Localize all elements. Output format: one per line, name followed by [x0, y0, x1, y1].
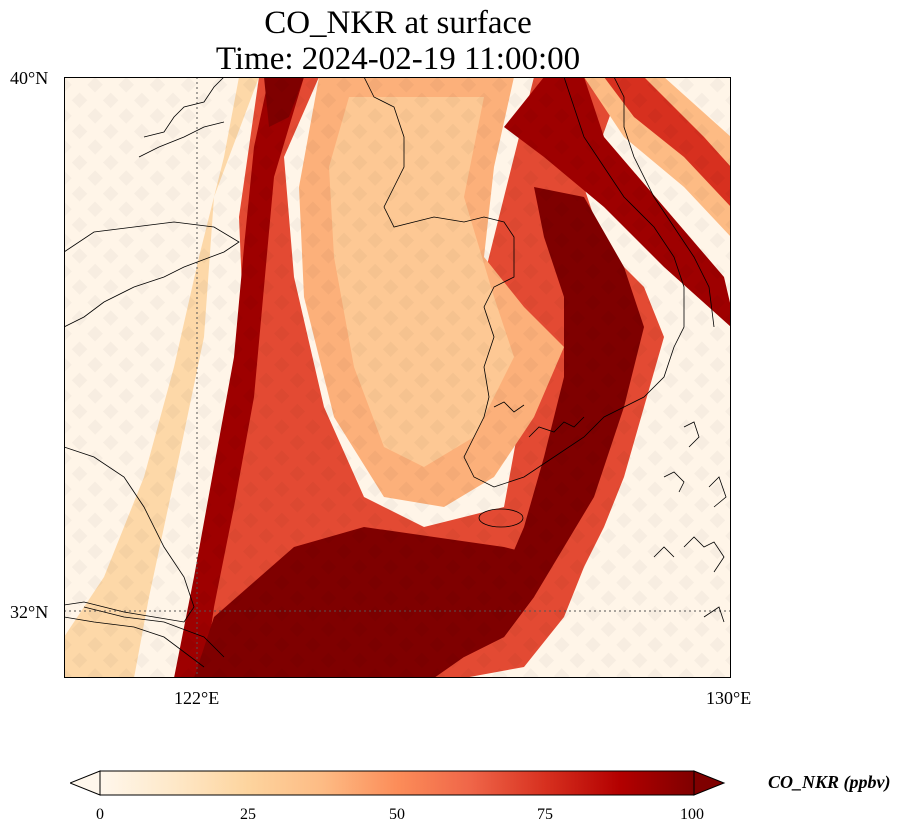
lat-tick-32n: 32°N — [10, 602, 49, 622]
map-title: CO_NKR at surface — [264, 5, 532, 41]
colorbar-tick: 0 — [96, 806, 104, 823]
lat-tick-40n: 40°N — [10, 68, 49, 88]
map-time-subtitle: Time: 2024-02-19 11:00:00 — [215, 41, 581, 77]
colorbar-tick: 25 — [240, 806, 256, 823]
coastlines — [64, 77, 727, 668]
colorbar — [70, 770, 726, 796]
lon-tick-130e: 130°E — [706, 688, 752, 708]
colorbar-tick: 50 — [389, 806, 405, 823]
colorbar-label: CO_NKR (ppbv) — [768, 772, 891, 792]
concentration-map — [64, 77, 731, 678]
colorbar-max-arrow — [693, 770, 726, 796]
lon-tick-122e: 122°E — [174, 688, 220, 708]
colorbar-tick: 100 — [680, 806, 704, 823]
colorbar-tick: 75 — [537, 806, 553, 823]
co-plume — [64, 77, 731, 678]
colorbar-gradient — [99, 770, 695, 796]
colorbar-min-arrow — [70, 770, 101, 796]
